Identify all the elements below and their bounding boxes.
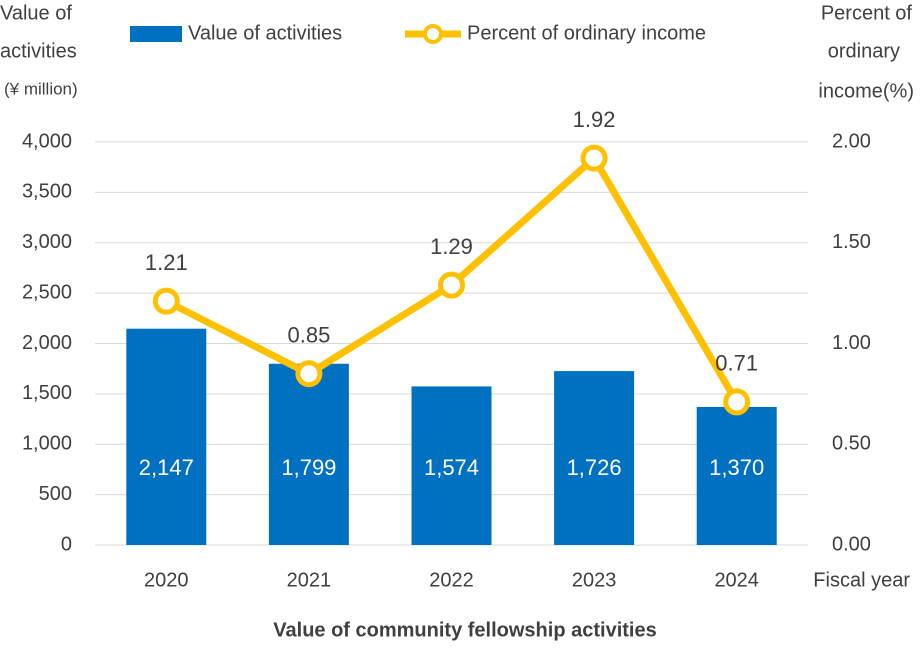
y-axis-label: Value of — [0, 2, 72, 24]
bar-value-label: 1,574 — [424, 455, 479, 480]
y2-axis-label: ordinary — [828, 40, 900, 62]
y-tick-label: 3,500 — [22, 181, 72, 203]
y2-tick-label: 2.00 — [832, 130, 871, 152]
line-marker — [723, 388, 751, 416]
y-axis-label: activities — [0, 40, 77, 62]
y-tick-label: 500 — [39, 483, 72, 505]
y2-axis-label: Percent of — [821, 2, 913, 24]
y-tick-label: 0 — [61, 533, 72, 555]
x-tick-label: 2024 — [714, 569, 759, 591]
y-tick-label: 2,500 — [22, 281, 72, 303]
line-value-label: 0.71 — [715, 351, 758, 376]
line-value-label: 0.85 — [287, 323, 330, 348]
bar — [126, 328, 207, 545]
chart-title: Value of community fellowship activities — [273, 619, 656, 641]
y-tick-label: 1,000 — [22, 433, 72, 455]
line-value-label: 1.21 — [145, 250, 188, 275]
x-tick-label: 2022 — [429, 569, 474, 591]
x-tick-label: 2023 — [572, 569, 617, 591]
bar-value-label: 1,726 — [567, 455, 622, 480]
bar-value-label: 1,370 — [709, 455, 764, 480]
legend-label: Value of activities — [188, 22, 342, 44]
x-axis-label: Fiscal year — [813, 569, 910, 591]
y2-tick-label: 1.50 — [832, 231, 871, 253]
bar — [554, 371, 635, 545]
y2-tick-label: 0.00 — [832, 533, 871, 555]
line-marker — [295, 360, 323, 388]
y2-tick-label: 0.50 — [832, 433, 871, 455]
line-marker — [580, 144, 608, 172]
y2-tick-label: 1.00 — [832, 332, 871, 354]
y-tick-label: 2,000 — [22, 332, 72, 354]
bar — [411, 386, 492, 545]
bar — [268, 363, 349, 545]
y-tick-label: 1,500 — [22, 382, 72, 404]
line-value-label: 1.92 — [573, 107, 616, 132]
y-tick-label: 4,000 — [22, 130, 72, 152]
legend-label: Percent of ordinary income — [467, 22, 706, 44]
line-marker — [152, 287, 180, 315]
y-axis-label: (¥ million) — [4, 79, 78, 98]
x-tick-label: 2020 — [144, 569, 189, 591]
bar-value-label: 1,799 — [281, 455, 336, 480]
y2-axis-label: income(%) — [818, 80, 914, 102]
y-tick-label: 3,000 — [22, 231, 72, 253]
line-marker — [438, 271, 465, 299]
bar-value-label: 2,147 — [139, 455, 194, 480]
bar — [696, 406, 777, 545]
legend-swatch — [423, 24, 443, 44]
legend-swatch — [130, 26, 182, 42]
x-tick-label: 2021 — [287, 569, 332, 591]
line-value-label: 1.29 — [430, 234, 473, 259]
